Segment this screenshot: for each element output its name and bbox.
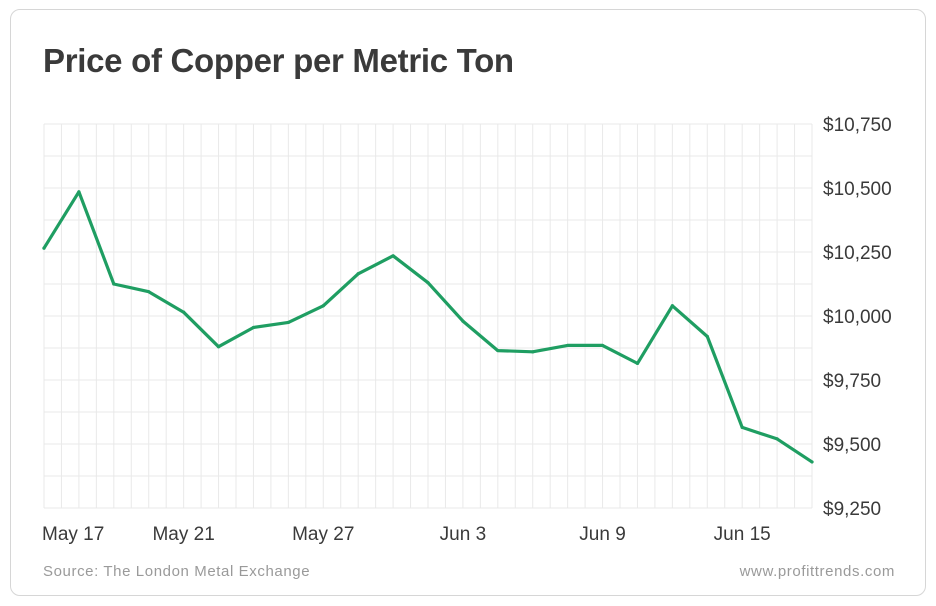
source-note: Source: The London Metal Exchange: [43, 563, 311, 580]
y-tick-label: $9,250: [823, 499, 881, 520]
y-tick-label: $10,000: [823, 307, 892, 328]
data-point: [635, 361, 640, 365]
data-point: [77, 190, 81, 194]
data-point: [251, 325, 256, 330]
data-point: [705, 334, 709, 339]
data-point: [496, 348, 500, 353]
data-point: [531, 350, 535, 354]
data-point: [182, 310, 186, 314]
x-tick-label: Jun 9: [579, 524, 625, 545]
data-point: [391, 254, 395, 258]
data-point: [775, 437, 779, 441]
x-tick-label: Jun 3: [440, 524, 486, 545]
data-point: [112, 282, 116, 286]
data-point: [356, 272, 360, 276]
y-tick-label: $9,500: [823, 435, 881, 456]
data-point: [810, 460, 814, 464]
data-point: [147, 290, 151, 294]
data-point: [461, 319, 465, 323]
x-tick-label: May 17: [42, 524, 104, 545]
y-tick-label: $9,750: [823, 371, 881, 392]
data-point: [566, 343, 570, 348]
chart-card: [10, 9, 926, 596]
data-point: [670, 304, 674, 308]
y-tick-label: $10,250: [823, 243, 892, 264]
x-tick-label: May 21: [152, 524, 214, 545]
data-point: [286, 320, 290, 324]
x-tick-label: May 27: [292, 524, 354, 545]
data-point: [321, 304, 325, 308]
data-point: [426, 281, 430, 285]
y-tick-label: $10,500: [823, 179, 892, 200]
data-point: [600, 343, 605, 348]
data-point: [216, 345, 221, 349]
data-point: [740, 425, 744, 429]
chart-title: Price of Copper per Metric Ton: [43, 42, 514, 79]
y-tick-label: $10,750: [823, 115, 892, 136]
x-tick-label: Jun 15: [714, 524, 771, 545]
data-point: [42, 246, 46, 250]
website-label: www.profittrends.com: [739, 563, 895, 580]
